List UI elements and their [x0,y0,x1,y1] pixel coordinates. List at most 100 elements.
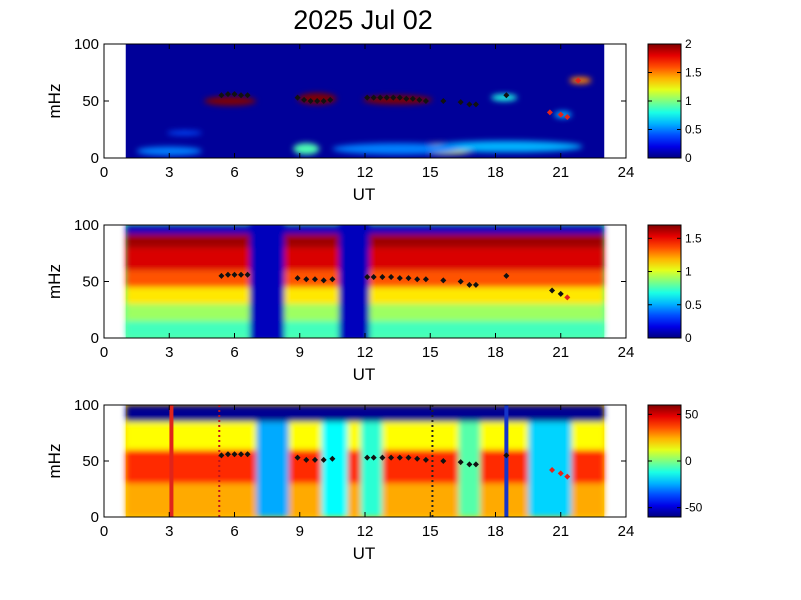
panel-1-peak-marker [327,96,334,103]
panel-3-plot-area [104,405,626,517]
panel-2-peak-marker [244,271,251,278]
panel-3-x-tick-label: 0 [100,523,108,540]
panel-2-data-gap [338,225,370,338]
panel-1-peak-marker [238,92,245,99]
panel-3-peak-marker [370,454,377,461]
panel-2-peak-marker [564,294,571,301]
panel-2-peak-marker [549,287,556,294]
panel-3-x-tick-label: 15 [422,523,439,540]
panel-1-colorbar-tick-label: 1 [685,94,692,108]
panel-3-peak-marker [311,456,318,463]
panel-1-x-tick-label: 6 [230,164,238,181]
panel-2-y-tick-label: 100 [74,217,99,234]
panel-1-x-tick-label: 15 [422,164,439,181]
panel-1-heatmap-blob [204,96,257,106]
chart-title: 2025 Jul 02 [293,5,433,35]
panel-3: 0 3 6 9 12 15 18 21 24 0 50 100 UT mHz -50 0 50 [45,397,703,563]
panel-1-plot-area [104,44,626,158]
panel-1-y-tick-label: 0 [91,150,99,167]
panel-2-colorbar-tick-label: 1.5 [685,231,702,245]
panel-2-peak-marker [396,275,403,282]
panel-2-peak-marker [457,278,464,285]
panel-2-plot-area [104,225,626,338]
panel-3-heatmap-stripe [458,421,481,517]
panel-3-colorbar-scale [647,404,682,518]
panel-3-y-tick-label: 50 [82,453,99,470]
panel-1-x-tick-label: 0 [100,164,108,181]
panel-1-peak-marker [546,109,553,116]
panel-3-heatmap-stripe [256,421,289,517]
panel-1-peak-marker [224,91,231,98]
panel-2-peak-marker [472,281,479,288]
panel-3-y-axis-label: mHz [45,444,64,479]
panel-2-peak-marker [218,272,225,279]
panel-3-heatmap-band [125,405,605,422]
panel-2-peak-marker [379,273,386,280]
panel-3-peak-marker [320,456,327,463]
panel-1-y-tick-label: 100 [74,36,99,53]
panel-1-heatmap-blob [136,146,202,156]
panel-2-x-tick-label: 3 [165,344,173,361]
panel-3-peak-marker [244,451,251,458]
panel-2-peak-marker [231,271,238,278]
panel-2-x-tick-label: 15 [422,344,439,361]
panel-2-peak-marker [557,290,564,297]
panel-1-peak-marker [403,95,410,102]
panel-1-peak-marker [409,95,416,102]
panel-3-peak-marker [364,454,371,461]
panel-2-colorbar-tick-label: 0 [685,331,692,345]
panel-2-colorbar-scale [647,224,682,339]
panel-1-peak-marker [231,91,238,98]
panel-3-peak-marker [303,456,310,463]
panel-1-peak-marker [314,98,321,104]
panel-1-peak-marker [301,96,308,103]
panel-3-peak-marker [422,456,429,463]
panel-2-y-tick-label: 0 [91,330,99,347]
panel-1-x-tick-label: 12 [357,164,374,181]
panel-3-colorbar-tick-label: 0 [685,454,692,468]
panel-2-x-tick-label: 12 [357,344,374,361]
panel-2-colorbar-tick-label: 0.5 [685,298,702,312]
panel-1-x-tick-label: 24 [618,164,635,181]
panel-2-colorbar-tick-label: 1 [685,265,692,279]
panel-3-peak-marker [457,459,464,466]
panel-3-x-tick-label: 18 [487,523,504,540]
panel-3-peak-marker [231,451,238,458]
panel-2-peak-marker [466,281,473,288]
panel-1-colorbar: 0 0.5 1 1.5 2 [647,37,702,165]
panel-1-peak-marker [320,98,327,104]
panel-2-peak-marker [329,276,336,283]
panel-1-colorbar-tick-label: 0.5 [685,123,702,137]
panel-1-peak-marker [472,101,479,108]
panel-1-peak-marker [383,94,390,101]
panel-3-x-tick-label: 21 [552,523,569,540]
panel-3-x-tick-label: 6 [230,523,238,540]
panel-1-x-tick-label: 9 [296,164,304,181]
panel-1-heatmap-blob [430,140,583,153]
panel-3-heatmap-field [125,405,605,517]
panel-2-peak-marker [405,275,412,282]
panel-1-peak-marker [466,101,473,108]
panel-1-peak-marker [218,92,225,99]
panel-1-peak-marker [416,96,423,103]
panel-3-peak-marker [238,451,245,458]
panel-2-peak-marker [224,271,231,278]
panel-3-y-tick-label: 100 [74,397,99,414]
panel-1-x-tick-label: 3 [165,164,173,181]
panel-1-heatmap-blob [491,94,518,101]
panel-2-peak-marker [503,272,510,279]
panel-3-x-tick-label: 9 [296,523,304,540]
panel-2-y-axis-label: mHz [45,264,64,299]
panel-2-x-tick-label: 18 [487,344,504,361]
panel-3-y-tick-label: 0 [91,509,99,526]
panel-3-colorbar-tick-label: -50 [685,501,703,515]
panel-2-peak-marker [364,273,371,280]
panel-1-y-axis-label: mHz [45,84,64,119]
panel-3-peak-marker [440,458,447,464]
panel-2-peak-marker [422,276,429,283]
panel-1-colorbar-scale [647,43,682,159]
panel-2-data-gap [249,225,285,338]
panel-2-peak-marker [294,275,301,282]
panel-3-peak-marker [218,452,225,459]
